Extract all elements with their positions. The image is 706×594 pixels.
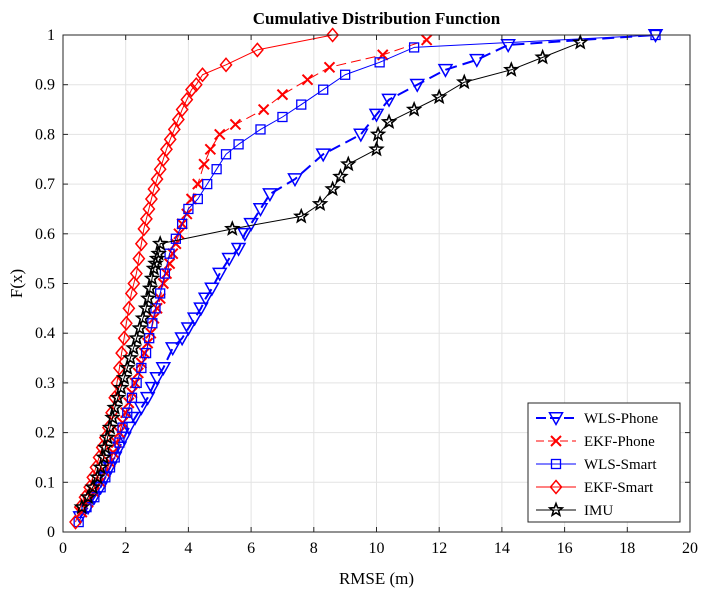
legend-label: WLS-Phone: [584, 411, 659, 427]
cdf-chart: 0 2 4 6 8 10 12 14 16 18 20 0 0.1 0.2 0.3 0.4 0.5 0.6 0.7 0…: [0, 0, 706, 594]
x-tick-label: 20: [682, 540, 698, 557]
x-tick-label: 8: [310, 540, 318, 557]
y-tick-label: 0: [47, 524, 55, 541]
x-tick-label: 12: [431, 540, 447, 557]
chart-title: Cumulative Distribution Function: [253, 9, 501, 28]
x-tick-label: 2: [122, 540, 130, 557]
legend-label: EKF-Phone: [584, 434, 655, 450]
x-tick-label: 6: [247, 540, 255, 557]
legend-label: IMU: [584, 503, 613, 519]
x-tick-label: 14: [494, 540, 510, 557]
y-tick-label: 0.6: [35, 226, 55, 243]
y-axis-label: F(x): [7, 269, 26, 298]
y-tick-label: 0.7: [35, 176, 55, 193]
x-tick-label: 4: [184, 540, 192, 557]
x-tick-label: 18: [619, 540, 635, 557]
x-axis-label: RMSE (m): [339, 569, 414, 588]
legend: WLS-Phone EKF-Phone WLS-Smart EKF-Smart IMU: [528, 403, 680, 522]
legend-label: WLS-Smart: [584, 457, 657, 473]
y-tick-label: 0.8: [35, 126, 55, 143]
x-tick-label: 16: [557, 540, 573, 557]
y-tick-label: 0.9: [35, 77, 55, 94]
y-tick-label: 0.1: [35, 474, 55, 491]
y-tick-label: 0.5: [35, 276, 55, 293]
x-tick-label: 10: [369, 540, 385, 557]
y-tick-label: 0.2: [35, 425, 55, 442]
y-tick-label: 0.4: [35, 325, 55, 342]
x-tick-label: 0: [59, 540, 67, 557]
y-tick-label: 1: [47, 27, 55, 44]
y-tick-label: 0.3: [35, 375, 55, 392]
legend-label: EKF-Smart: [584, 480, 654, 496]
